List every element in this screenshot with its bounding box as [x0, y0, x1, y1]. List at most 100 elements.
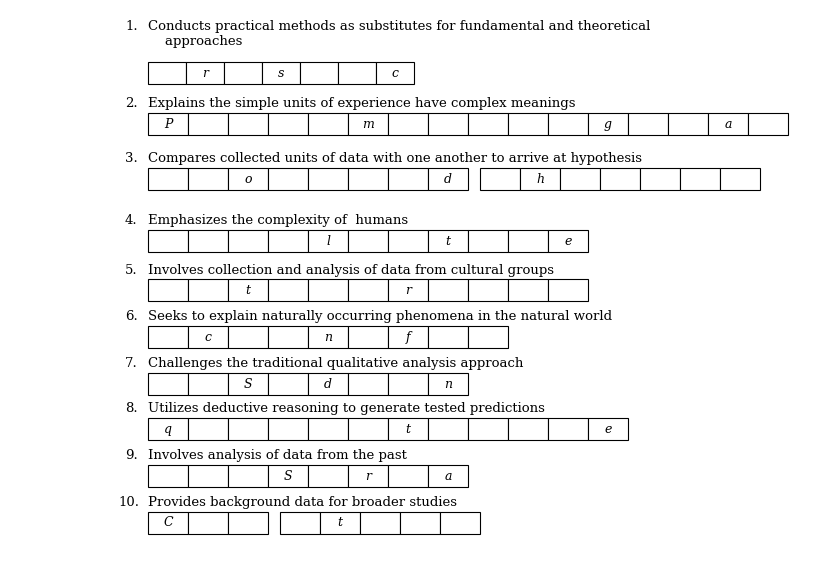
Bar — [680, 168, 720, 190]
Bar — [308, 465, 348, 487]
Text: t: t — [406, 423, 410, 435]
Text: Utilizes deductive reasoning to generate tested predictions: Utilizes deductive reasoning to generate… — [148, 402, 545, 415]
Text: d: d — [324, 377, 332, 390]
Bar — [388, 279, 428, 301]
Bar — [348, 326, 388, 348]
Text: P: P — [164, 118, 172, 130]
Bar — [268, 279, 308, 301]
Text: Involves analysis of data from the past: Involves analysis of data from the past — [148, 449, 407, 462]
Bar — [268, 230, 308, 252]
Bar — [228, 113, 268, 135]
Bar — [188, 168, 228, 190]
Text: a: a — [444, 469, 452, 483]
Bar — [308, 230, 348, 252]
Bar — [508, 279, 548, 301]
Bar — [268, 168, 308, 190]
Bar — [188, 512, 228, 534]
Bar — [348, 230, 388, 252]
Text: e: e — [564, 234, 571, 248]
Bar — [228, 326, 268, 348]
Bar — [388, 373, 428, 395]
Bar — [348, 113, 388, 135]
Bar — [228, 373, 268, 395]
Bar — [520, 168, 560, 190]
Text: n: n — [324, 331, 332, 344]
Bar — [508, 418, 548, 440]
Text: t: t — [337, 517, 342, 530]
Bar — [428, 113, 468, 135]
Bar — [376, 62, 414, 84]
Bar — [224, 62, 262, 84]
Bar — [400, 512, 440, 534]
Bar — [148, 168, 188, 190]
Bar — [186, 62, 224, 84]
Text: 1.: 1. — [125, 20, 138, 33]
Bar — [508, 230, 548, 252]
Text: g: g — [604, 118, 612, 130]
Text: r: r — [405, 283, 411, 296]
Bar — [588, 418, 628, 440]
Bar — [188, 230, 228, 252]
Bar — [628, 113, 668, 135]
Text: r: r — [365, 469, 371, 483]
Bar — [338, 62, 376, 84]
Bar — [148, 230, 188, 252]
Bar — [148, 279, 188, 301]
Bar — [148, 418, 188, 440]
Bar — [268, 465, 308, 487]
Bar — [348, 465, 388, 487]
Bar — [428, 230, 468, 252]
Bar — [348, 418, 388, 440]
Bar — [548, 113, 588, 135]
Bar — [348, 279, 388, 301]
Text: 9.: 9. — [125, 449, 138, 462]
Bar — [308, 113, 348, 135]
Bar — [280, 512, 320, 534]
Bar — [188, 465, 228, 487]
Text: s: s — [277, 67, 284, 80]
Bar — [468, 113, 508, 135]
Bar — [428, 279, 468, 301]
Bar — [188, 373, 228, 395]
Bar — [348, 373, 388, 395]
Bar — [148, 465, 188, 487]
Bar — [228, 512, 268, 534]
Text: 3.: 3. — [125, 152, 138, 165]
Text: C: C — [163, 517, 172, 530]
Text: t: t — [446, 234, 451, 248]
Bar — [228, 418, 268, 440]
Bar — [148, 113, 188, 135]
Text: r: r — [202, 67, 208, 80]
Bar — [268, 326, 308, 348]
Bar — [148, 326, 188, 348]
Bar — [720, 168, 760, 190]
Text: q: q — [164, 423, 172, 435]
Bar — [388, 326, 428, 348]
Bar — [468, 230, 508, 252]
Bar — [300, 62, 338, 84]
Text: c: c — [392, 67, 398, 80]
Bar — [508, 113, 548, 135]
Bar — [268, 373, 308, 395]
Bar — [440, 512, 480, 534]
Bar — [480, 168, 520, 190]
Bar — [348, 168, 388, 190]
Bar — [588, 113, 628, 135]
Text: S: S — [284, 469, 292, 483]
Bar — [388, 168, 428, 190]
Text: 6.: 6. — [125, 310, 138, 323]
Bar — [548, 418, 588, 440]
Bar — [708, 113, 748, 135]
Text: Provides background data for broader studies: Provides background data for broader stu… — [148, 496, 457, 509]
Bar — [308, 373, 348, 395]
Text: Explains the simple units of experience have complex meanings: Explains the simple units of experience … — [148, 97, 576, 110]
Bar — [188, 326, 228, 348]
Text: 7.: 7. — [125, 357, 138, 370]
Bar — [148, 512, 188, 534]
Bar — [308, 279, 348, 301]
Text: f: f — [406, 331, 410, 344]
Text: Involves collection and analysis of data from cultural groups: Involves collection and analysis of data… — [148, 264, 554, 277]
Bar — [148, 62, 186, 84]
Text: n: n — [444, 377, 452, 390]
Text: a: a — [724, 118, 732, 130]
